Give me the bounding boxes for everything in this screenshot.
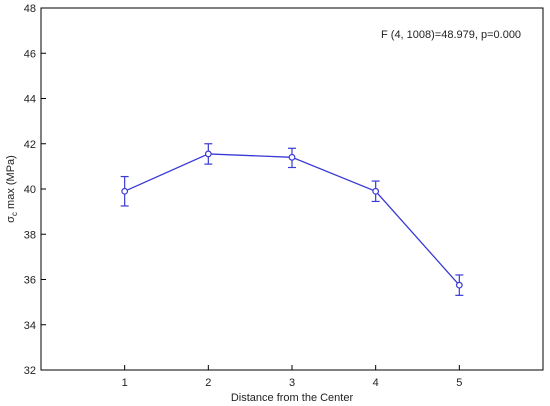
- x-tick-label: 5: [456, 377, 462, 389]
- data-point: [455, 281, 463, 289]
- y-axis-title: σc max (MPa): [5, 155, 19, 223]
- data-point: [204, 150, 212, 158]
- x-tick-label: 2: [205, 377, 211, 389]
- x-tick-label: 1: [122, 377, 128, 389]
- data-point: [372, 187, 380, 195]
- x-tick-label: 3: [289, 377, 295, 389]
- series-line: [124, 153, 460, 286]
- y-tick-label: 40: [24, 184, 36, 196]
- plot-frame: [40, 7, 544, 371]
- y-tick-label: 46: [24, 48, 36, 60]
- y-axis-subscript: c: [10, 212, 19, 216]
- y-tick-label: 48: [24, 3, 36, 15]
- y-tick-label: 36: [24, 275, 36, 287]
- x-axis-title: Distance from the Center: [231, 392, 354, 404]
- y-axis-symbol: σ: [5, 216, 17, 223]
- y-tick-label: 38: [24, 229, 36, 241]
- y-axis-rest: max (MPa): [5, 155, 17, 212]
- y-tick-label: 42: [24, 139, 36, 151]
- y-tick-label: 44: [24, 94, 36, 106]
- data-point: [121, 187, 129, 195]
- x-tick-label: 4: [373, 377, 379, 389]
- stats-annotation: F (4, 1008)=48.979, p=0.000: [381, 29, 521, 41]
- y-tick-label: 32: [24, 365, 36, 377]
- y-tick-label: 34: [24, 320, 36, 332]
- data-point: [288, 153, 296, 161]
